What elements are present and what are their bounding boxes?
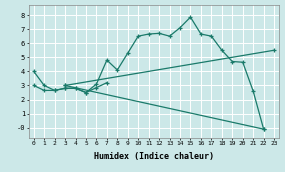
X-axis label: Humidex (Indice chaleur): Humidex (Indice chaleur) [94,152,214,161]
